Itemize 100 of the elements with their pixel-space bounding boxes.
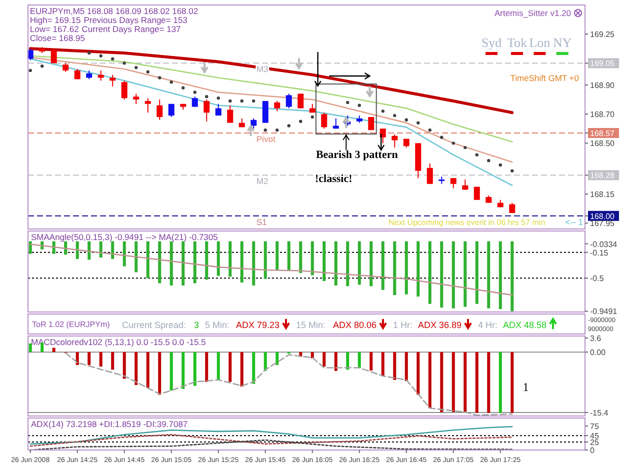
candlestick [392,134,398,148]
line-series [30,434,513,447]
point [146,70,150,74]
line-series [64,352,513,416]
point [40,64,44,68]
bar [182,352,185,389]
point [287,124,290,128]
point [182,86,185,90]
point [28,68,32,72]
text: 3 [194,320,200,330]
candlestick [250,118,257,130]
y-tick-label: 168.00 [590,212,616,221]
bar [88,352,91,366]
annotation: Next Upcoming news event in 06 hrs 57 min [388,218,546,227]
point [111,57,114,60]
bar [370,352,373,371]
bar [111,352,114,370]
bar [158,352,162,395]
point [299,120,302,123]
candlestick [450,178,456,189]
bar [240,352,244,387]
y-tick-label: 0 [590,446,595,455]
candlestick [144,98,151,114]
chart-title: SMAAngle(50,0.15,3) -0.9491 --> MA(21) -0.7305 [31,232,218,242]
bar [99,352,102,367]
bar [134,352,138,386]
point [498,163,502,167]
bar [170,352,173,391]
text: Current Spread: [122,320,186,330]
text: ADX 79.23 [236,320,280,330]
annotation: Syd [481,35,502,50]
candlestick [50,48,57,64]
candlestick [121,80,128,100]
point [310,115,314,119]
candlestick [133,93,140,104]
y-tick-label: 169.05 [590,59,616,68]
point [393,114,396,118]
annotation: EURJPYm,M5 168.08 168.09 168.02 168.02 [30,6,198,16]
annotation: !classic! [314,173,352,185]
annotation: Tok [507,35,528,50]
text: ToR 1.02 (EURJPYm) [32,320,110,329]
annotation: Lon [529,35,551,50]
candlestick [321,112,328,130]
bar [393,352,396,380]
bar [416,352,420,395]
point [216,96,220,100]
point [158,76,162,80]
annotation: Current Days Range= 137 [82,24,182,34]
point [381,110,384,113]
y-tick-label: -0.0334 [590,240,618,249]
y-tick-label: 168.90 [590,81,616,90]
line-series [30,439,513,451]
y-tick-label: 169.25 [590,30,616,40]
text: 4 Hr: [478,320,498,330]
y-tick-label: -0.5 [590,274,604,284]
candlestick [110,74,116,87]
point [205,95,208,98]
point [487,159,490,162]
y-tick-label: 168.57 [590,129,616,138]
bar [510,352,514,413]
bar [252,352,256,384]
bar [322,352,326,367]
candlestick [204,99,210,122]
y-tick-label: -0.9491 [590,307,618,316]
candlestick [192,96,198,108]
y-tick-label: 168.15 [590,190,616,200]
candlestick [156,99,163,120]
candlestick [262,100,268,124]
candlestick [274,100,280,112]
point [346,100,350,104]
bar [452,352,455,412]
bar [122,352,126,379]
y-tick-label: -15.4 [590,408,609,418]
candlestick [168,103,174,118]
bar [498,352,502,413]
point [464,146,467,150]
point [428,128,432,132]
text: ADX 36.89 [418,320,462,330]
y-tick-label: 168.70 [590,110,616,120]
point [134,66,138,70]
bar [440,352,444,412]
ref-line-label: Pivot [256,134,276,144]
bar [381,352,384,376]
text: 5 Min: [205,320,230,330]
bar [76,352,79,366]
annotation: TimeShift GMT +0 [510,73,580,83]
annotation: Low= 167.62 [30,24,80,34]
line-series [30,244,513,296]
point [122,62,126,65]
point [170,80,173,84]
ref-line-label: M2 [256,176,269,186]
bar [264,352,267,371]
y-tick-label: 167.95 [590,219,616,228]
bar [276,352,279,366]
candlestick [298,93,304,109]
chart-title: MACDcoloredv102 (5,13,1) 0.0 -15.5 0.0 -15.5 [31,337,206,347]
point [510,169,514,172]
bar [52,348,56,352]
point [264,128,267,132]
bar [475,352,478,413]
